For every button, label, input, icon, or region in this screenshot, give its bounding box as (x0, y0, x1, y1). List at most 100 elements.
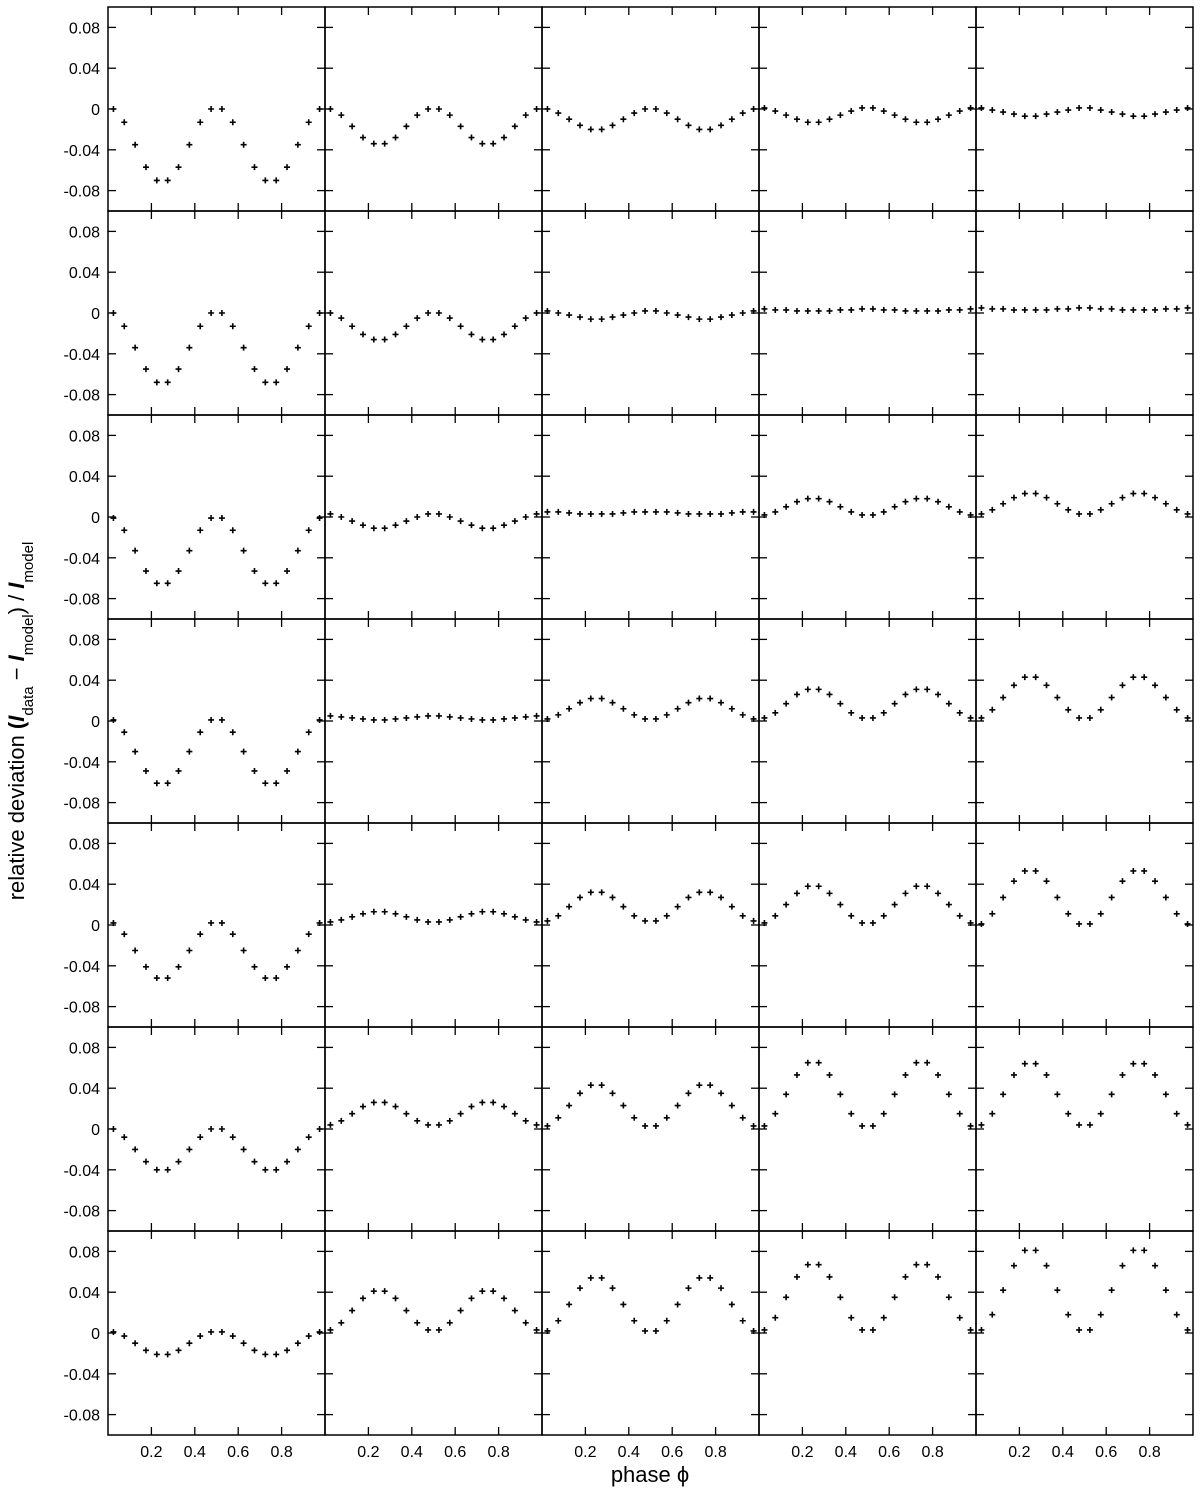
point (370, 716, 377, 723)
x-tick-label: 0.4 (184, 1444, 206, 1461)
point (826, 498, 833, 505)
point (891, 112, 898, 119)
point (576, 1090, 583, 1097)
point (783, 700, 790, 707)
point (859, 919, 866, 926)
point (273, 580, 280, 587)
x-tick-label: 0.6 (661, 1444, 683, 1461)
point (1065, 107, 1072, 114)
point (490, 716, 497, 723)
panel-frame (107, 1026, 326, 1232)
point (718, 894, 725, 901)
point (544, 106, 551, 112)
point (533, 712, 540, 719)
point (1184, 1326, 1191, 1333)
point (446, 1319, 453, 1326)
point (110, 1126, 117, 1132)
point (1173, 107, 1180, 114)
panel-frame (541, 822, 760, 1028)
point (674, 1301, 681, 1308)
point (511, 323, 518, 330)
point (815, 119, 822, 126)
point (1010, 494, 1017, 501)
point (544, 1327, 551, 1334)
point (381, 336, 388, 343)
point (620, 116, 627, 123)
panel-frame (541, 414, 760, 620)
point (642, 715, 649, 722)
point (533, 1326, 540, 1333)
y-tick-label: 0.04 (69, 265, 100, 282)
point (1162, 1287, 1169, 1294)
point (707, 316, 714, 323)
point (935, 498, 942, 505)
point (511, 518, 518, 525)
x-tick-label: 0.8 (704, 1444, 726, 1461)
point (240, 141, 247, 148)
panel-frame (758, 210, 977, 416)
point (1032, 490, 1039, 497)
point (761, 919, 768, 926)
point (327, 106, 334, 112)
point (1173, 706, 1180, 713)
point (338, 1319, 345, 1326)
point (913, 686, 920, 693)
point (739, 1317, 746, 1324)
point (457, 1110, 464, 1117)
point (457, 1307, 464, 1314)
x-axis-label: phase ϕ (611, 1462, 689, 1487)
point (262, 975, 269, 982)
panel-frame (107, 822, 326, 1028)
point (674, 116, 681, 123)
point (414, 713, 421, 720)
point (1162, 694, 1169, 701)
point (718, 510, 725, 517)
point (642, 106, 649, 112)
point (403, 1307, 410, 1314)
point (446, 112, 453, 119)
point (793, 116, 800, 123)
point (164, 580, 171, 587)
point (859, 714, 866, 721)
point (652, 508, 659, 515)
point (815, 1059, 822, 1066)
point (804, 1261, 811, 1268)
point (1054, 894, 1061, 901)
point (1000, 1287, 1007, 1294)
point (869, 714, 876, 721)
x-tick-label: 0.8 (921, 1444, 943, 1461)
y-tick-label: -0.04 (64, 755, 101, 772)
point (576, 894, 583, 901)
point (837, 306, 844, 313)
point (392, 715, 399, 722)
point (956, 1314, 963, 1321)
point (685, 314, 692, 321)
point (1021, 1247, 1028, 1254)
point (891, 700, 898, 707)
point (294, 547, 301, 554)
point (587, 1082, 594, 1089)
point (446, 713, 453, 720)
point (544, 1122, 551, 1129)
point (1000, 500, 1007, 507)
point (566, 116, 573, 123)
point (945, 700, 952, 707)
point (1173, 1311, 1180, 1318)
point (642, 307, 649, 314)
point (1043, 306, 1050, 313)
point (533, 310, 540, 316)
point (153, 580, 160, 587)
point (631, 1317, 638, 1324)
point (490, 1288, 497, 1295)
point (1119, 306, 1126, 313)
point (294, 1340, 301, 1347)
point (815, 307, 822, 314)
point (403, 714, 410, 721)
point (501, 522, 508, 529)
point (674, 903, 681, 910)
point (663, 110, 670, 117)
point (1000, 305, 1007, 312)
point (490, 908, 497, 915)
point (446, 514, 453, 520)
